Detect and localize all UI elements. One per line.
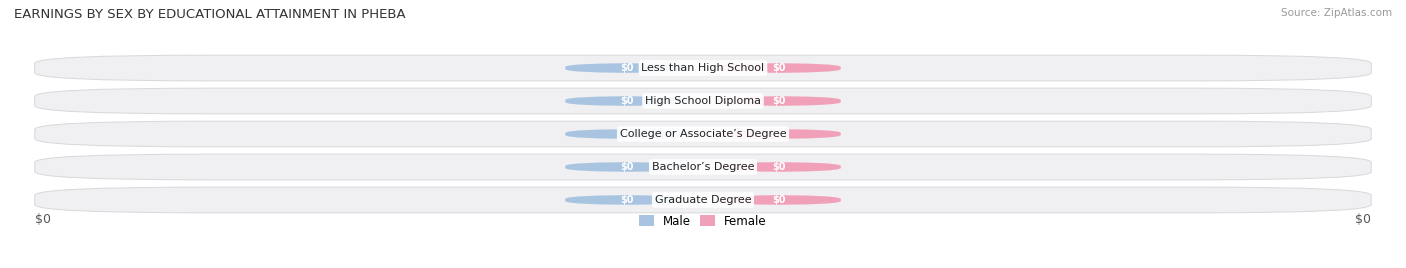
Text: EARNINGS BY SEX BY EDUCATIONAL ATTAINMENT IN PHEBA: EARNINGS BY SEX BY EDUCATIONAL ATTAINMEN… xyxy=(14,8,406,21)
Text: College or Associate’s Degree: College or Associate’s Degree xyxy=(620,129,786,139)
FancyBboxPatch shape xyxy=(35,154,1371,180)
Text: Graduate Degree: Graduate Degree xyxy=(655,195,751,205)
FancyBboxPatch shape xyxy=(717,162,841,172)
Text: $0: $0 xyxy=(772,195,786,205)
Text: $0: $0 xyxy=(620,63,634,73)
FancyBboxPatch shape xyxy=(565,63,689,73)
Text: $0: $0 xyxy=(1355,213,1371,226)
FancyBboxPatch shape xyxy=(565,129,689,139)
Text: $0: $0 xyxy=(772,162,786,172)
Text: $0: $0 xyxy=(772,63,786,73)
Text: Less than High School: Less than High School xyxy=(641,63,765,73)
FancyBboxPatch shape xyxy=(565,162,689,172)
FancyBboxPatch shape xyxy=(717,96,841,106)
Text: $0: $0 xyxy=(620,162,634,172)
Text: $0: $0 xyxy=(772,96,786,106)
FancyBboxPatch shape xyxy=(35,88,1371,114)
Text: High School Diploma: High School Diploma xyxy=(645,96,761,106)
Text: $0: $0 xyxy=(620,96,634,106)
Text: $0: $0 xyxy=(620,195,634,205)
FancyBboxPatch shape xyxy=(35,121,1371,147)
Text: $0: $0 xyxy=(620,129,634,139)
FancyBboxPatch shape xyxy=(717,195,841,205)
FancyBboxPatch shape xyxy=(565,96,689,106)
FancyBboxPatch shape xyxy=(35,187,1371,213)
FancyBboxPatch shape xyxy=(35,55,1371,81)
FancyBboxPatch shape xyxy=(717,63,841,73)
FancyBboxPatch shape xyxy=(717,129,841,139)
FancyBboxPatch shape xyxy=(565,195,689,205)
Legend: Male, Female: Male, Female xyxy=(640,215,766,228)
Text: Source: ZipAtlas.com: Source: ZipAtlas.com xyxy=(1281,8,1392,18)
Text: $0: $0 xyxy=(35,213,51,226)
Text: Bachelor’s Degree: Bachelor’s Degree xyxy=(652,162,754,172)
Text: $0: $0 xyxy=(772,129,786,139)
